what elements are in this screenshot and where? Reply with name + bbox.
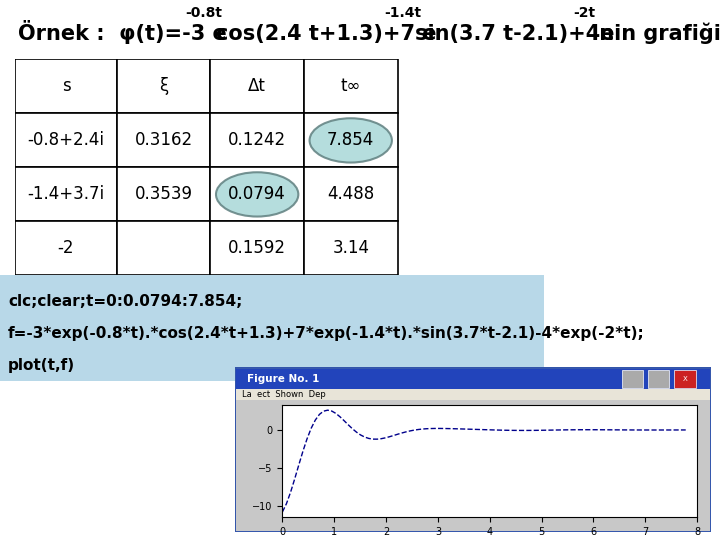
Bar (304, 59, 397, 113)
Bar (236, 389, 710, 400)
Text: 4.488: 4.488 (327, 185, 374, 204)
Text: X: X (683, 376, 688, 382)
Ellipse shape (310, 118, 392, 163)
Bar (15, 167, 117, 221)
Bar (117, 113, 210, 167)
Text: f=-3*exp(-0.8*t).*cos(2.4*t+1.3)+7*exp(-1.4*t).*sin(3.7*t-2.1)-4*exp(-2*t);: f=-3*exp(-0.8*t).*cos(2.4*t+1.3)+7*exp(-… (8, 326, 645, 341)
Bar (117, 59, 210, 113)
Text: plot(t,f): plot(t,f) (8, 357, 76, 373)
Text: -1.4+3.7i: -1.4+3.7i (27, 185, 104, 204)
Bar (210, 167, 304, 221)
Bar (648, 370, 670, 388)
Text: -0.8t: -0.8t (186, 6, 222, 21)
Ellipse shape (216, 172, 298, 217)
Text: 0.3539: 0.3539 (135, 185, 193, 204)
Bar (304, 113, 397, 167)
Text: -2: -2 (58, 239, 74, 258)
Text: -2t: -2t (573, 6, 595, 21)
Text: 0.0794: 0.0794 (228, 185, 286, 204)
Bar (210, 113, 304, 167)
Text: 0.3162: 0.3162 (135, 131, 193, 150)
Text: sin(3.7 t-2.1)+4e: sin(3.7 t-2.1)+4e (415, 24, 614, 44)
Text: Δt: Δt (248, 77, 266, 96)
Text: 7.854: 7.854 (327, 131, 374, 150)
Bar (210, 59, 304, 113)
Text: 0.1242: 0.1242 (228, 131, 287, 150)
Bar (15, 113, 117, 167)
Text: La  ect  Shown  Dep: La ect Shown Dep (242, 390, 325, 399)
Bar (304, 221, 397, 275)
Text: s: s (62, 77, 71, 96)
Bar (304, 167, 397, 221)
Text: 7.854: 7.854 (327, 131, 374, 150)
Bar (117, 221, 210, 275)
Text: Figure No. 1: Figure No. 1 (247, 374, 319, 384)
Text: t∞: t∞ (341, 77, 361, 96)
Text: 0.0794: 0.0794 (228, 185, 286, 204)
Text: -1.4t: -1.4t (384, 6, 421, 21)
Text: ξ: ξ (159, 77, 168, 96)
Text: -0.8+2.4i: -0.8+2.4i (27, 131, 104, 150)
Bar (236, 401, 710, 531)
Bar (210, 221, 304, 275)
Text: nin grafiği: nin grafiği (592, 23, 720, 44)
Text: 0.1592: 0.1592 (228, 239, 286, 258)
Bar (674, 370, 696, 388)
Text: clc;clear;t=0:0.0794:7.854;: clc;clear;t=0:0.0794:7.854; (8, 294, 243, 309)
Text: cos(2.4 t+1.3)+7 e: cos(2.4 t+1.3)+7 e (217, 24, 437, 44)
Bar (236, 369, 710, 389)
Bar (622, 370, 643, 388)
Text: 3.14: 3.14 (332, 239, 369, 258)
Bar (15, 59, 117, 113)
Bar (15, 221, 117, 275)
Bar (117, 167, 210, 221)
Text: Örnek :  φ(t)=-3 e: Örnek : φ(t)=-3 e (18, 20, 227, 44)
